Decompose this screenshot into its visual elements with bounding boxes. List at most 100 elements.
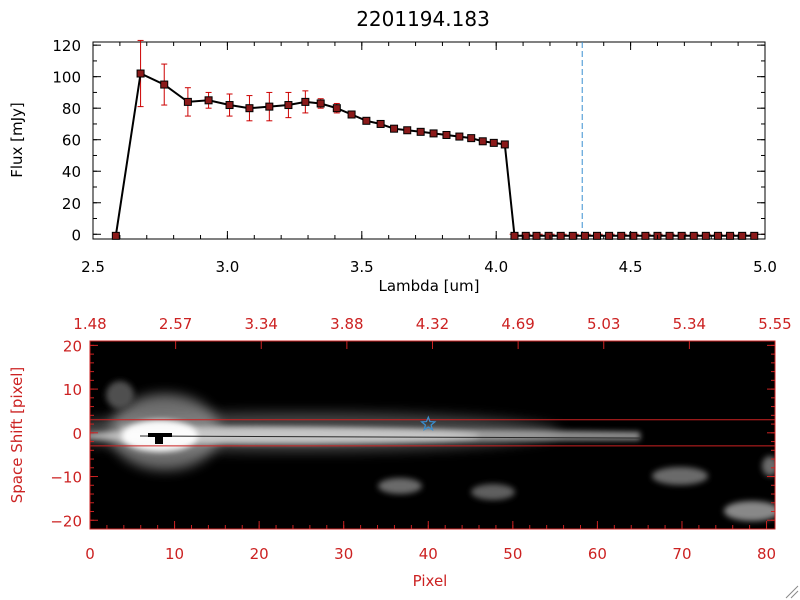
data-point [416,127,425,136]
data-point [136,69,145,78]
data-point [183,97,192,106]
data-point [489,138,498,147]
y-tick-label: 10 [63,381,82,399]
data-point [111,231,120,240]
source-marker-stem [155,437,163,444]
data-point [376,119,385,128]
y-tick-label: 60 [62,132,81,150]
data-point [442,130,451,139]
top-tick-label: 3.88 [330,315,363,333]
data-point [750,231,759,240]
data-point [284,101,293,110]
x-tick-label: 60 [588,545,607,563]
data-point [532,231,541,240]
blob-5 [762,456,775,476]
top-tick-label: 4.32 [416,315,449,333]
image-x-axis-label: Pixel [413,572,448,590]
top-tick-label: 5.03 [587,315,620,333]
data-point [738,231,747,240]
blob-6 [106,381,134,409]
spectrum-line [114,72,755,237]
data-point [225,101,234,110]
data-point [593,231,601,240]
spectrum-image-plot: 0 10 20 30 40 50 60 70 80 1.48 2.57 3.34 3.88 4.32 4.6… [50,315,791,563]
blob-3 [652,467,708,485]
data-point [478,137,487,146]
data-point [544,231,553,240]
data-point [265,102,274,111]
x-tick-label: 20 [250,545,269,563]
blob-2 [471,484,515,500]
x-tick-label: 3.0 [215,258,239,276]
y-tick-label: 0 [72,425,82,443]
data-point [665,231,674,240]
y-axis-label: Flux [mJy] [8,102,26,178]
x-tick-label: 50 [503,545,522,563]
x-tick-label: 70 [672,545,691,563]
data-point [429,129,438,138]
data-point [629,231,638,240]
x-tick-label: 10 [165,545,184,563]
spectrum-marks [111,39,765,240]
data-point [332,104,341,113]
y-tick-label: 20 [62,195,81,213]
data-point [677,231,686,240]
y-tick-label: 80 [62,100,81,118]
data-point [605,231,614,240]
data-point [641,231,650,240]
top-tick-label: 3.34 [245,315,278,333]
data-point [510,231,519,240]
x-tick-label: 0 [85,545,95,563]
data-point [701,231,710,240]
data-point [521,231,530,240]
x-tick-label: 4.0 [484,258,508,276]
blob-4 [724,501,775,521]
top-tick-label: 4.69 [501,315,534,333]
y-tick-label: 20 [63,337,82,355]
data-point [362,116,371,125]
top-tick-label: 2.57 [159,315,192,333]
y-tick-label: 0 [71,226,81,244]
image-overlays [90,415,775,447]
top-tick-label: 5.55 [758,315,791,333]
data-point [390,124,399,133]
data-point [689,231,698,240]
y-tick-label: 100 [52,69,81,87]
data-point [568,231,577,240]
image-axes: 0 10 20 30 40 50 60 70 80 1.48 2.57 3.34 3.88 4.32 4.6… [50,315,791,563]
x-tick-label: 80 [757,545,776,563]
spectrum-axes: 2.5 3.0 3.5 4.0 4.5 5.0 0 20 40 60 80 100 120 [52,37,777,276]
blob-1 [378,478,422,494]
data-point [726,231,735,240]
data-point [455,132,464,141]
x-tick-label: 2.5 [81,258,105,276]
x-axis-label: Lambda [um] [379,277,480,295]
x-tick-label: 5.0 [753,258,777,276]
x-tick-label: 40 [419,545,438,563]
spectrum-plot-frame [92,41,766,240]
resize-grip[interactable] [785,585,799,599]
y-tick-label: 120 [52,37,81,55]
data-point [403,126,412,135]
spectrum-plot: 2.5 3.0 3.5 4.0 4.5 5.0 0 20 40 60 80 100 120 [52,37,777,276]
data-point [556,231,565,240]
data-point [347,110,356,119]
y-tick-label: 40 [62,163,81,181]
x-tick-label: 4.5 [619,258,643,276]
data-point [617,231,626,240]
chart-title: 2201194.183 [356,7,490,31]
data-point [204,96,213,105]
data-point [713,231,722,240]
y-tick-label: −20 [50,512,82,530]
top-tick-label: 1.48 [73,315,106,333]
y-tick-label: −10 [50,469,82,487]
data-point [245,104,254,113]
data-point [316,99,325,108]
data-point [580,231,589,240]
source-marker [148,433,172,437]
data-point [301,97,310,106]
x-tick-label: 3.5 [350,258,374,276]
data-point [500,140,509,149]
image-y-axis-label: Space Shift [pixel] [8,367,26,504]
